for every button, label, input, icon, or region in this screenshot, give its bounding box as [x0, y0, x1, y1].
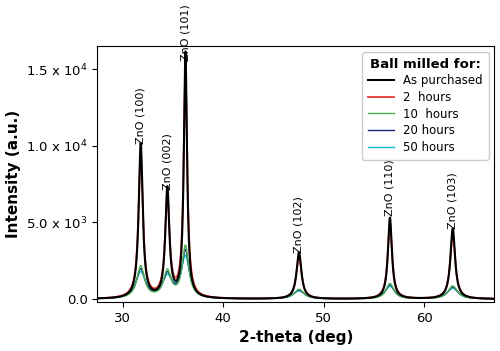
- Text: ZnO (002): ZnO (002): [162, 133, 172, 190]
- 20 hours: [182, 247, 188, 251]
- 2  hours: [166, 232, 172, 236]
- 50 hours: [166, 274, 172, 278]
- Line: 10  hours: 10 hours: [98, 245, 494, 299]
- 20 hours: [246, 297, 252, 301]
- 20 hours: [352, 297, 358, 301]
- Line: 50 hours: 50 hours: [98, 255, 494, 299]
- 10  hours: [182, 243, 188, 247]
- 20 hours: [94, 296, 100, 300]
- As purchased: [352, 296, 358, 300]
- 50 hours: [391, 288, 397, 292]
- 10  hours: [421, 296, 427, 300]
- 20 hours: [332, 297, 338, 301]
- As purchased: [492, 297, 498, 301]
- 2  hours: [332, 296, 338, 300]
- 50 hours: [332, 297, 338, 301]
- 2  hours: [421, 296, 427, 300]
- As purchased: [182, 49, 188, 54]
- Text: ZnO (100): ZnO (100): [136, 87, 145, 144]
- 2  hours: [352, 296, 358, 300]
- 20 hours: [421, 296, 427, 300]
- Legend: As purchased, 2  hours, 10  hours, 20 hours, 50 hours: As purchased, 2 hours, 10 hours, 20 hour…: [362, 52, 488, 160]
- 50 hours: [182, 253, 188, 257]
- Text: ZnO (102): ZnO (102): [294, 196, 304, 253]
- Line: 20 hours: 20 hours: [98, 249, 494, 299]
- Y-axis label: Intensity (a.u.): Intensity (a.u.): [6, 110, 20, 238]
- 2  hours: [246, 296, 252, 300]
- 2  hours: [391, 272, 397, 276]
- 10  hours: [246, 297, 252, 301]
- 2  hours: [182, 70, 188, 74]
- 2  hours: [94, 296, 100, 300]
- As purchased: [391, 274, 397, 278]
- 10  hours: [332, 297, 338, 301]
- As purchased: [94, 296, 100, 300]
- As purchased: [421, 296, 427, 300]
- As purchased: [166, 234, 172, 239]
- Text: ZnO (110): ZnO (110): [385, 160, 395, 216]
- 50 hours: [421, 296, 427, 300]
- 10  hours: [166, 271, 172, 276]
- 50 hours: [246, 296, 252, 300]
- 20 hours: [391, 287, 397, 292]
- 10  hours: [352, 297, 358, 301]
- Text: ZnO (103): ZnO (103): [448, 172, 458, 229]
- 2  hours: [492, 297, 498, 301]
- Line: 2  hours: 2 hours: [98, 72, 494, 299]
- As purchased: [332, 296, 338, 300]
- X-axis label: 2-theta (deg): 2-theta (deg): [239, 330, 353, 345]
- 10  hours: [391, 287, 397, 292]
- 10  hours: [492, 297, 498, 301]
- As purchased: [246, 296, 252, 300]
- Line: As purchased: As purchased: [98, 52, 494, 299]
- 50 hours: [352, 296, 358, 300]
- 20 hours: [492, 297, 498, 301]
- 50 hours: [94, 296, 100, 300]
- Text: ZnO (101): ZnO (101): [180, 5, 190, 61]
- 20 hours: [166, 273, 172, 277]
- 10  hours: [94, 296, 100, 300]
- 50 hours: [492, 297, 498, 301]
